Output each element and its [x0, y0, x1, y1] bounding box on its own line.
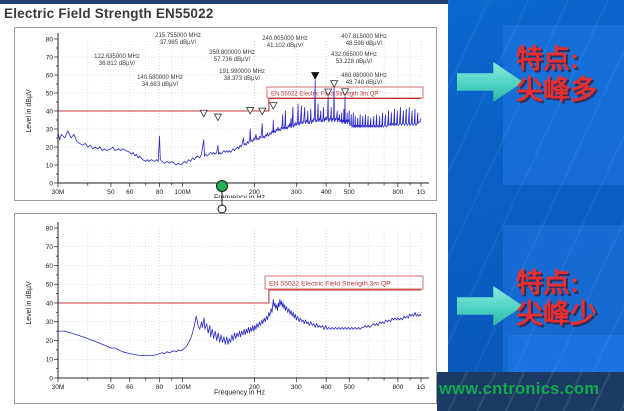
- svg-text:Frequency in Hz: Frequency in Hz: [214, 195, 265, 199]
- svg-text:407.815000 MHz: 407.815000 MHz: [341, 34, 387, 40]
- bg-block: [508, 335, 624, 372]
- svg-text:53.228 dBµV/: 53.228 dBµV/: [336, 59, 373, 65]
- spectrum-chart-few-peaks: EN 55022 Electric Field Strength 3m QP 0 1…: [26, 222, 429, 397]
- svg-text:0: 0: [49, 375, 53, 382]
- svg-text:50: 50: [107, 384, 115, 391]
- svg-text:200: 200: [249, 189, 260, 196]
- svg-text:140.580000 MHz: 140.580000 MHz: [137, 75, 183, 81]
- svg-text:50: 50: [46, 90, 54, 97]
- svg-text:215.755000 MHz: 215.755000 MHz: [155, 33, 201, 39]
- svg-text:300: 300: [291, 384, 302, 391]
- svg-text:100M: 100M: [175, 189, 191, 196]
- annotation-many-peaks: 特点: 尖峰多: [516, 44, 597, 106]
- svg-text:80: 80: [46, 36, 54, 43]
- bg-block: [503, 25, 624, 185]
- svg-text:57.736 dBµV/: 57.736 dBµV/: [214, 57, 251, 63]
- blue-side-panel: 特点: 尖峰多 特点: 尖峰少: [448, 0, 624, 411]
- svg-text:1G: 1G: [417, 189, 426, 196]
- svg-text:500: 500: [344, 189, 355, 196]
- svg-text:80: 80: [156, 384, 164, 391]
- svg-text:60: 60: [126, 189, 134, 196]
- svg-text:70: 70: [46, 244, 54, 251]
- svg-text:30: 30: [46, 126, 54, 133]
- spectrum-chart-many-peaks: EN 55022 Electric Field Strength 3m QP 0 1…: [26, 33, 429, 199]
- annotation-line: 尖峰多: [516, 75, 597, 105]
- svg-text:30: 30: [46, 319, 54, 326]
- svg-text:80: 80: [46, 225, 54, 232]
- svg-text:400: 400: [321, 189, 332, 196]
- svg-text:70: 70: [46, 54, 54, 61]
- top-navy-strip: [0, 0, 448, 4]
- svg-text:60: 60: [46, 72, 54, 79]
- svg-text:1G: 1G: [417, 384, 426, 391]
- svg-text:30M: 30M: [52, 189, 65, 196]
- svg-text:60: 60: [126, 384, 134, 391]
- svg-text:41.102 dBµV/: 41.102 dBµV/: [267, 43, 304, 49]
- diagonal-texture: [437, 372, 624, 411]
- svg-text:30M: 30M: [52, 384, 65, 391]
- slider-pin-handle[interactable]: [214, 178, 232, 218]
- svg-text:60: 60: [46, 263, 54, 270]
- svg-text:40: 40: [46, 108, 54, 115]
- pin-green-dot[interactable]: [216, 180, 228, 192]
- annotation-few-peaks: 特点: 尖峰少: [516, 268, 597, 330]
- bottom-navy-strip: [437, 372, 624, 411]
- svg-text:36.812 dBµV/: 36.812 dBµV/: [99, 61, 136, 67]
- svg-text:300: 300: [291, 189, 302, 196]
- svg-text:200: 200: [249, 384, 260, 391]
- svg-text:359.800000 MHz: 359.800000 MHz: [209, 50, 255, 56]
- svg-text:480.080000 MHz: 480.080000 MHz: [341, 73, 387, 79]
- svg-text:EN 55022 Electric Field Streng: EN 55022 Electric Field Strength 3m QP: [269, 281, 391, 288]
- page-title: Electric Field Strength EN55022: [4, 6, 214, 21]
- chart-panel-upper: EN 55022 Electric Field Strength 3m QP 0 1…: [14, 27, 437, 201]
- svg-text:10: 10: [46, 357, 54, 364]
- svg-text:0: 0: [49, 180, 53, 187]
- svg-text:Frequency in Hz: Frequency in Hz: [214, 390, 265, 397]
- watermark-link[interactable]: www.cntronics.com: [439, 380, 600, 398]
- svg-text:800: 800: [392, 384, 403, 391]
- svg-text:34.683 dBµV/: 34.683 dBµV/: [142, 82, 179, 88]
- svg-text:80: 80: [156, 189, 164, 196]
- svg-text:40: 40: [46, 300, 54, 307]
- svg-text:48.598 dBµV/: 48.598 dBµV/: [346, 41, 383, 47]
- svg-text:20: 20: [46, 144, 54, 151]
- svg-text:38.373 dBµV/: 38.373 dBµV/: [224, 76, 261, 82]
- svg-text:20: 20: [46, 338, 54, 345]
- annotation-line: 尖峰少: [516, 299, 597, 329]
- svg-text:500: 500: [344, 384, 355, 391]
- annotation-line: 特点:: [516, 44, 579, 74]
- svg-text:122.635000 MHz: 122.635000 MHz: [94, 54, 140, 60]
- annotation-line: 特点:: [516, 268, 579, 298]
- svg-text:48.748 dBµV/: 48.748 dBµV/: [346, 80, 383, 86]
- svg-text:191.990000 MHz: 191.990000 MHz: [219, 69, 265, 75]
- svg-text:432.065000 MHz: 432.065000 MHz: [331, 52, 377, 58]
- svg-text:Level in dBµV: Level in dBµV: [26, 281, 33, 325]
- svg-text:37.985 dBµV/: 37.985 dBµV/: [160, 40, 197, 46]
- svg-text:Level in dBµV: Level in dBµV: [26, 89, 33, 133]
- svg-text:EN 55022 Electric Field Streng: EN 55022 Electric Field Strength 3m QP: [271, 92, 378, 98]
- svg-text:400: 400: [321, 384, 332, 391]
- chart-panel-lower: EN 55022 Electric Field Strength 3m QP 0 1…: [14, 213, 437, 404]
- diagonal-texture: [448, 0, 624, 411]
- svg-text:240.005000 MHz: 240.005000 MHz: [262, 36, 308, 42]
- svg-text:50: 50: [46, 282, 54, 289]
- svg-text:10: 10: [46, 162, 54, 169]
- pin-open-circle[interactable]: [217, 204, 227, 214]
- svg-text:100M: 100M: [175, 384, 191, 391]
- svg-text:800: 800: [392, 189, 403, 196]
- svg-text:50: 50: [107, 189, 115, 196]
